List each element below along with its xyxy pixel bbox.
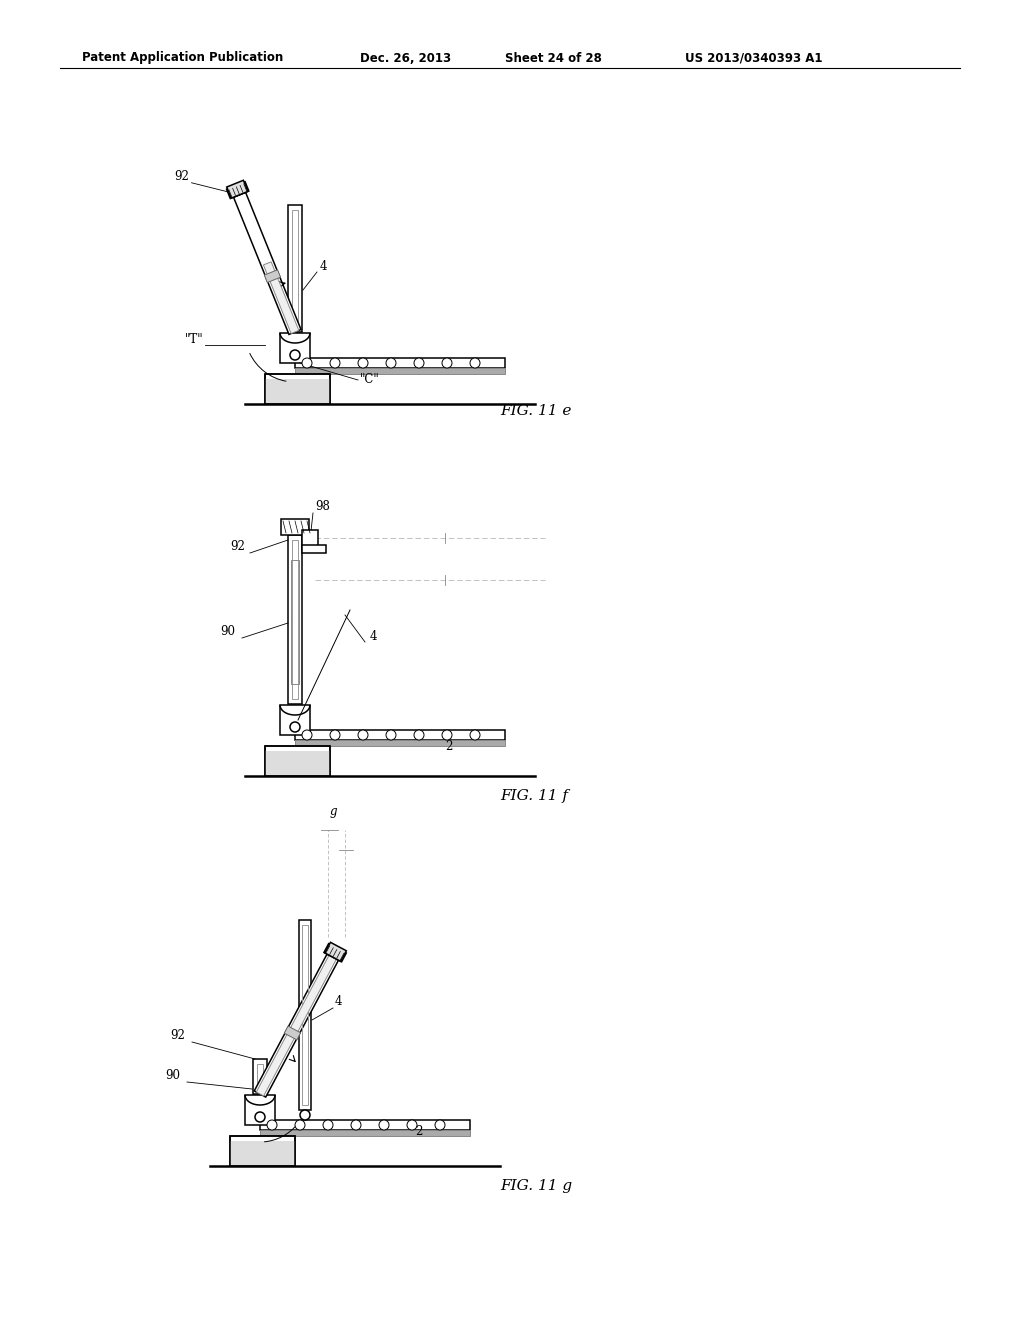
Circle shape <box>414 730 424 741</box>
Text: US 2013/0340393 A1: US 2013/0340393 A1 <box>685 51 822 65</box>
Polygon shape <box>325 942 346 961</box>
Bar <box>299 920 311 1110</box>
Circle shape <box>358 730 368 741</box>
Text: 90: 90 <box>220 624 234 638</box>
Bar <box>230 1137 295 1166</box>
Polygon shape <box>254 954 339 1097</box>
Bar <box>281 519 309 535</box>
Circle shape <box>290 722 300 733</box>
Text: g: g <box>330 805 337 818</box>
Bar <box>230 1137 295 1166</box>
Circle shape <box>442 358 452 368</box>
Text: Dec. 26, 2013: Dec. 26, 2013 <box>360 51 452 65</box>
Bar <box>302 925 307 1105</box>
Bar <box>260 1130 470 1137</box>
Circle shape <box>407 1119 417 1130</box>
Bar <box>230 1140 295 1166</box>
Circle shape <box>330 358 340 368</box>
Text: 4: 4 <box>370 630 378 643</box>
Bar <box>265 751 330 776</box>
Circle shape <box>300 1110 310 1119</box>
Text: 90: 90 <box>165 1069 180 1082</box>
Polygon shape <box>264 269 281 282</box>
Circle shape <box>267 1119 278 1130</box>
Text: Sheet 24 of 28: Sheet 24 of 28 <box>505 51 602 65</box>
Circle shape <box>255 1111 265 1122</box>
Bar <box>265 374 330 404</box>
Circle shape <box>470 358 480 368</box>
Bar <box>292 210 298 327</box>
Bar <box>265 379 330 404</box>
Text: 98: 98 <box>315 500 330 513</box>
Bar <box>280 705 310 735</box>
Bar <box>291 560 299 684</box>
Text: FIG. 11 g: FIG. 11 g <box>500 1179 572 1193</box>
Text: 4: 4 <box>335 995 342 1008</box>
Circle shape <box>386 358 396 368</box>
Bar <box>302 545 326 553</box>
Bar <box>295 358 505 368</box>
Bar <box>288 535 302 704</box>
Bar <box>302 531 318 550</box>
Bar <box>260 1119 470 1130</box>
Circle shape <box>302 358 312 368</box>
Polygon shape <box>263 261 299 334</box>
Circle shape <box>442 730 452 741</box>
Text: "C": "C" <box>360 374 380 385</box>
Circle shape <box>290 350 300 360</box>
Text: Patent Application Publication: Patent Application Publication <box>82 51 284 65</box>
Circle shape <box>295 1119 305 1130</box>
Bar <box>265 746 330 776</box>
Text: 4: 4 <box>319 260 328 273</box>
Bar <box>265 374 330 404</box>
Polygon shape <box>256 956 337 1096</box>
Circle shape <box>414 358 424 368</box>
Bar <box>265 746 330 776</box>
Circle shape <box>330 730 340 741</box>
Circle shape <box>323 1119 333 1130</box>
Polygon shape <box>285 1026 301 1040</box>
Polygon shape <box>324 944 346 962</box>
Text: 92: 92 <box>174 170 189 182</box>
Circle shape <box>435 1119 445 1130</box>
Bar <box>295 741 505 746</box>
Circle shape <box>302 730 312 741</box>
Text: FIG. 11 e: FIG. 11 e <box>500 404 571 418</box>
Text: "T": "T" <box>185 333 204 346</box>
Bar <box>257 1064 263 1089</box>
Bar <box>288 205 302 333</box>
Polygon shape <box>226 182 249 198</box>
Polygon shape <box>233 193 301 334</box>
Bar <box>292 540 298 700</box>
Text: 2: 2 <box>445 741 453 752</box>
Text: FIG. 11 f: FIG. 11 f <box>500 789 568 803</box>
Circle shape <box>358 358 368 368</box>
Text: 92: 92 <box>230 540 245 553</box>
Bar <box>253 1059 267 1094</box>
Polygon shape <box>226 181 248 198</box>
Bar <box>295 730 505 741</box>
Bar <box>280 333 310 363</box>
Text: 92: 92 <box>170 1030 185 1041</box>
Circle shape <box>379 1119 389 1130</box>
Bar <box>295 368 505 374</box>
Circle shape <box>470 730 480 741</box>
Circle shape <box>386 730 396 741</box>
Text: 2: 2 <box>415 1125 422 1138</box>
Bar <box>245 1096 275 1125</box>
Circle shape <box>351 1119 361 1130</box>
